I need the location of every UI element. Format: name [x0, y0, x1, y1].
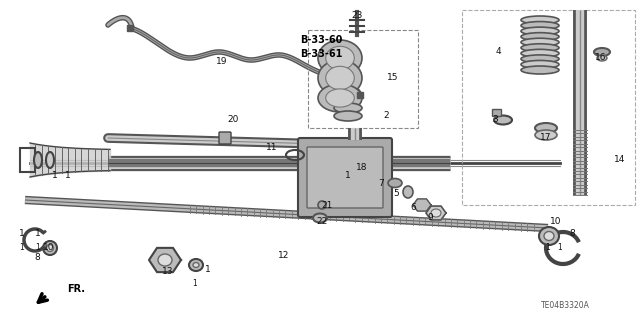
Ellipse shape: [494, 115, 512, 124]
Text: 22: 22: [316, 218, 328, 226]
Ellipse shape: [521, 38, 559, 46]
Text: 3: 3: [492, 115, 498, 123]
Ellipse shape: [189, 259, 203, 271]
FancyBboxPatch shape: [307, 147, 383, 208]
Ellipse shape: [158, 254, 172, 266]
Ellipse shape: [431, 209, 441, 217]
Text: 1: 1: [36, 243, 40, 253]
Ellipse shape: [521, 22, 559, 30]
Text: 1: 1: [546, 243, 550, 253]
Text: 18: 18: [356, 162, 368, 172]
Text: FR.: FR.: [67, 284, 85, 294]
Ellipse shape: [334, 111, 362, 121]
Text: 1: 1: [19, 229, 25, 239]
Text: 12: 12: [278, 250, 290, 259]
FancyBboxPatch shape: [298, 138, 392, 217]
Text: 1: 1: [557, 243, 563, 253]
Text: 9: 9: [427, 213, 433, 222]
Ellipse shape: [326, 89, 355, 107]
FancyBboxPatch shape: [219, 132, 231, 144]
Ellipse shape: [544, 232, 554, 241]
FancyBboxPatch shape: [493, 109, 502, 116]
Ellipse shape: [521, 16, 559, 24]
Text: 23: 23: [351, 11, 363, 20]
Ellipse shape: [521, 55, 559, 63]
Ellipse shape: [326, 66, 355, 90]
Ellipse shape: [521, 33, 559, 41]
Text: 8: 8: [569, 229, 575, 239]
Ellipse shape: [318, 84, 362, 112]
Ellipse shape: [403, 186, 413, 198]
Text: TE04B3320A: TE04B3320A: [541, 300, 589, 309]
Ellipse shape: [193, 263, 199, 268]
Text: 21: 21: [321, 201, 333, 210]
Text: 13: 13: [163, 268, 173, 277]
Text: 10: 10: [550, 218, 562, 226]
Text: 1: 1: [205, 265, 211, 275]
Text: B-33-61: B-33-61: [300, 49, 342, 59]
Text: 5: 5: [393, 189, 399, 198]
Text: 10: 10: [44, 243, 55, 253]
Ellipse shape: [521, 60, 559, 69]
Ellipse shape: [535, 130, 557, 140]
Ellipse shape: [318, 40, 362, 76]
Ellipse shape: [539, 227, 559, 245]
Ellipse shape: [34, 152, 42, 168]
Polygon shape: [149, 248, 181, 272]
Text: 2: 2: [383, 112, 389, 121]
Text: 11: 11: [266, 144, 278, 152]
Ellipse shape: [594, 48, 610, 56]
Ellipse shape: [597, 55, 607, 61]
Text: 19: 19: [216, 57, 228, 66]
Text: 1: 1: [65, 170, 71, 180]
Text: 17: 17: [540, 133, 552, 143]
Ellipse shape: [521, 44, 559, 52]
Ellipse shape: [326, 46, 355, 70]
Ellipse shape: [521, 27, 559, 35]
Ellipse shape: [535, 123, 557, 133]
Polygon shape: [413, 199, 431, 211]
Text: 1: 1: [193, 279, 197, 288]
Text: 1: 1: [35, 229, 41, 239]
Text: 1: 1: [52, 170, 58, 180]
Ellipse shape: [43, 241, 57, 255]
Text: 16: 16: [595, 53, 607, 62]
Text: 7: 7: [378, 179, 384, 188]
Polygon shape: [426, 206, 446, 220]
Ellipse shape: [521, 66, 559, 74]
Ellipse shape: [334, 103, 362, 113]
Text: 20: 20: [227, 115, 239, 124]
Text: 4: 4: [495, 48, 501, 56]
Ellipse shape: [47, 244, 54, 251]
Text: 15: 15: [387, 72, 399, 81]
Ellipse shape: [318, 60, 362, 96]
Ellipse shape: [313, 213, 327, 222]
Text: 1: 1: [345, 170, 351, 180]
Text: 14: 14: [614, 155, 626, 165]
Text: 6: 6: [410, 204, 416, 212]
Text: 8: 8: [34, 254, 40, 263]
Ellipse shape: [318, 201, 326, 209]
Ellipse shape: [46, 152, 54, 168]
Text: B-33-60: B-33-60: [300, 35, 342, 45]
Ellipse shape: [521, 49, 559, 57]
Ellipse shape: [388, 179, 402, 188]
Text: 1: 1: [20, 243, 24, 253]
